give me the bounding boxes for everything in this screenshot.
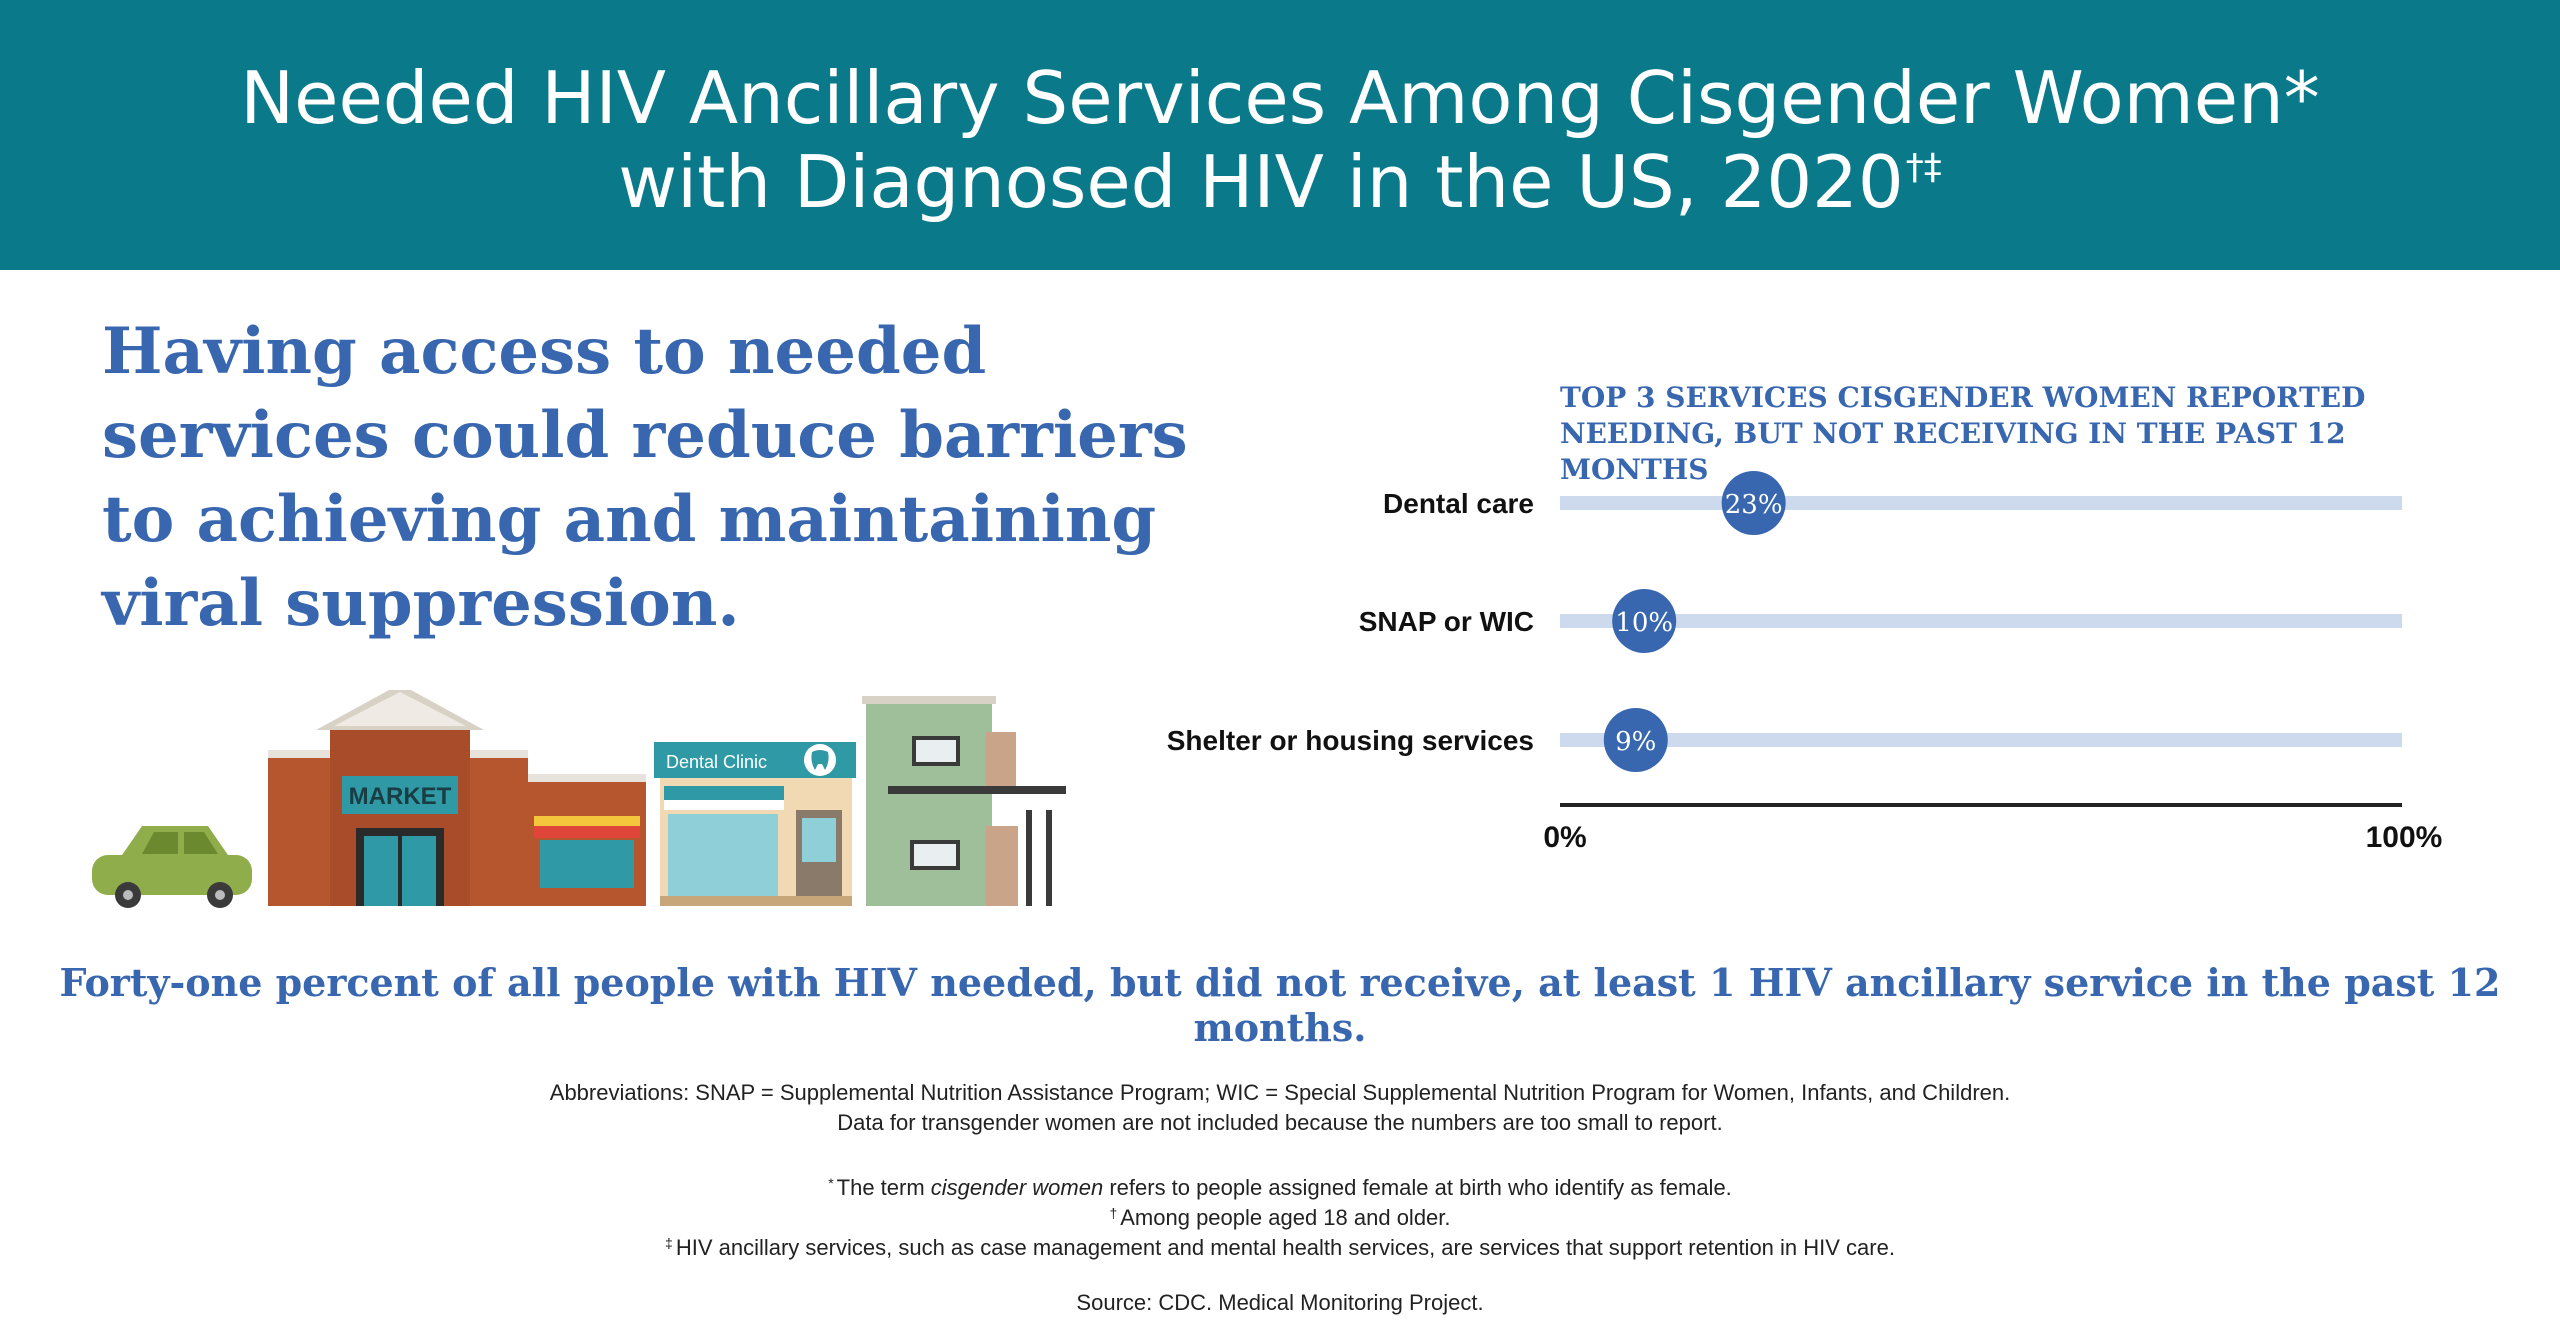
source-note: Source: CDC. Medical Monitoring Project. [1076,1290,1484,1315]
footnote-cisgender-pre: The term [836,1175,931,1200]
value-marker [1612,589,1677,653]
category-label: SNAP or WIC [1359,606,1534,637]
bar-track [1560,614,2402,628]
abbreviations-label: Abbreviations [549,1080,684,1105]
value-label: 9% [1615,727,1656,757]
footnote-cisgender-term: cisgender women [930,1175,1104,1200]
title-footnote-marks: †‡ [1905,147,1942,188]
footnote-symbol-dagger: † [1109,1205,1118,1221]
x-axis-line [1560,803,2402,807]
bar-chart: Dental care 23% SNAP or WIC 10% Shelter or h… [1167,471,2443,854]
bar-track [1560,733,2402,747]
value-label: 23% [1725,490,1783,520]
footnote-age-text: Among people aged 18 and older. [1120,1205,1451,1230]
value-marker [1721,471,1786,535]
car-icon [92,826,252,908]
title-line-1: Needed HIV Ancillary Services Among Cisg… [240,56,2320,140]
title-line-2: with Diagnosed HIV in the US, 2020†‡ [0,140,2560,224]
clinic-sign: Dental Clinic [666,752,767,772]
headline: Having access to needed services could r… [102,314,1188,641]
footnote-ancillary: ‡ HIV ancillary services, such as case ma… [0,1228,2560,1260]
abbreviations-text: : SNAP = Supplemental Nutrition Assistan… [683,1080,2011,1105]
category-label: Shelter or housing services [1167,725,1534,756]
bar-track [1560,496,2402,510]
transgender-note: Data for transgender women are not inclu… [837,1110,1723,1135]
footnote-cisgender-post: refers to people assigned female at birt… [1103,1175,1732,1200]
market-sign: MARKET [349,783,452,810]
dental-clinic-icon: Dental Clinic [654,742,856,906]
chart-title: TOP 3 SERVICES CISGENDER WOMEN REPORTED … [1560,381,2366,486]
title-banner: Needed HIV Ancillary Services Among Cisg… [0,0,2560,270]
tooth-icon [804,744,836,776]
footnote-cisgender: * The term cisgender women refers to peop… [0,1168,2560,1200]
footnote-ancillary-text: HIV ancillary services, such as case man… [675,1235,1895,1260]
x-tick-label: 100% [2366,821,2443,854]
value-label: 10% [1615,608,1673,638]
value-marker [1603,708,1668,772]
street-illustration: MARKET Dental Clinic [92,690,1066,908]
title-line-2-text: with Diagnosed HIV in the US, 2020 [618,140,1904,224]
abbreviations-note: Abbreviations: SNAP = Supplemental Nutri… [0,1078,2560,1108]
category-label: Dental care [1383,488,1534,519]
summary-statement: Forty-one percent of all people with HIV… [59,960,2501,1050]
footnote-symbol-asterisk: * [828,1175,834,1191]
market-building-icon: MARKET [268,690,646,906]
footnote-age: † Among people aged 18 and older. [0,1198,2560,1230]
x-tick-label: 0% [1543,821,1586,854]
footnote-symbol-double-dagger: ‡ [665,1235,673,1251]
footnotes: Abbreviations: SNAP = Supplemental Nutri… [0,1078,2560,1318]
apartment-building-icon [862,696,1066,906]
